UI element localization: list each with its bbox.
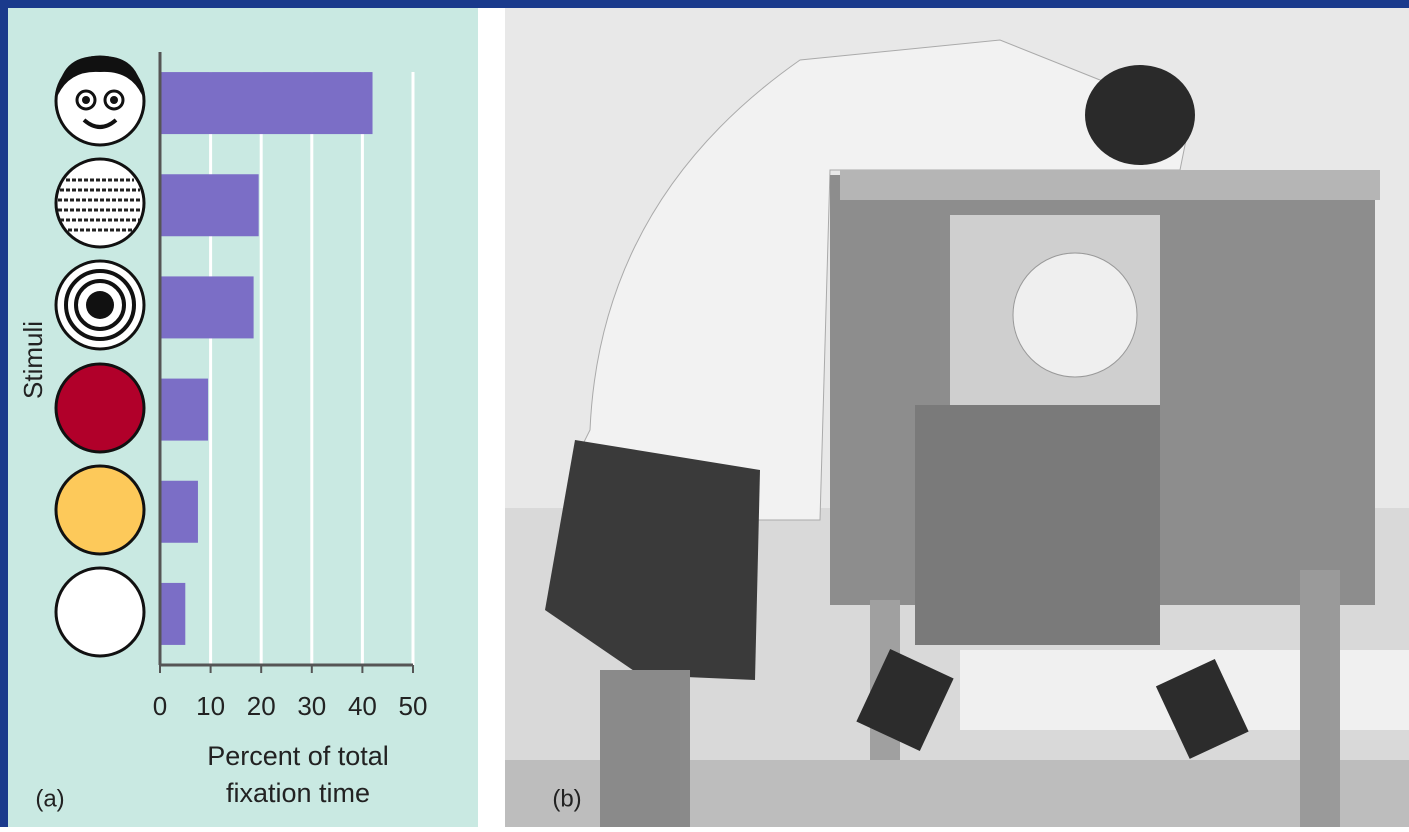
x-tick-label: 10 — [196, 691, 225, 721]
bar — [160, 480, 198, 543]
x-tick-label: 0 — [153, 691, 167, 721]
gap — [478, 8, 505, 827]
bar — [160, 174, 259, 237]
bar — [160, 582, 186, 645]
bar — [160, 72, 373, 135]
x-tick-label: 50 — [399, 691, 428, 721]
left-border — [0, 0, 8, 827]
panel-label: (b) — [552, 785, 581, 812]
photo — [505, 8, 1409, 827]
x-tick-label: 30 — [297, 691, 326, 721]
x-axis-label: Percent of total — [207, 741, 389, 771]
bar — [160, 378, 209, 441]
x-axis-label: fixation time — [226, 778, 370, 808]
bar — [160, 276, 254, 339]
top-border — [0, 0, 1409, 8]
x-tick-label: 40 — [348, 691, 377, 721]
y-axis-label: Stimuli — [18, 321, 48, 399]
x-tick-label: 20 — [247, 691, 276, 721]
stimulus-icons — [54, 55, 146, 658]
panel-label: (a) — [35, 785, 64, 812]
